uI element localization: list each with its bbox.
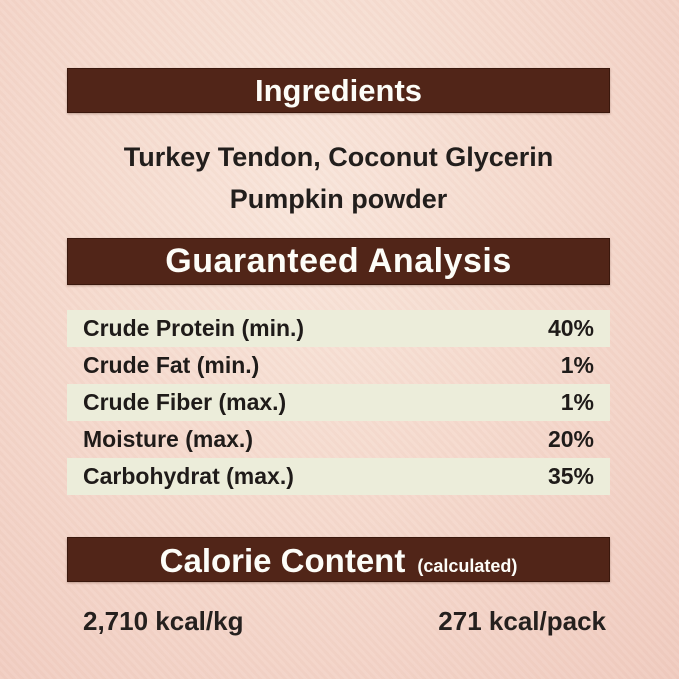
- calorie-content-section-header: Calorie Content (calculated): [67, 537, 610, 582]
- table-row: Carbohydrat (max.) 35%: [67, 458, 610, 495]
- table-row: Moisture (max.) 20%: [67, 421, 610, 458]
- calories-per-pack: 271 kcal/pack: [438, 606, 606, 636]
- nutrient-value: 20%: [547, 426, 594, 452]
- nutrient-value: 1%: [560, 352, 594, 378]
- ingredients-line-2: Pumpkin powder: [229, 184, 448, 214]
- nutrient-name: Moisture (max.): [83, 426, 253, 452]
- nutrient-value: 35%: [547, 463, 594, 489]
- calorie-content-subtitle: (calculated): [417, 556, 518, 576]
- nutrient-value: 40%: [547, 315, 594, 341]
- calories-per-kg: 2,710 kcal/kg: [83, 606, 244, 636]
- guaranteed-analysis-section-header: Guaranteed Analysis: [67, 238, 610, 285]
- calorie-content-title: Calorie Content: [159, 542, 406, 579]
- guaranteed-analysis-table: Crude Protein (min.) 40% Crude Fat (min.…: [67, 310, 610, 495]
- ingredients-title: Ingredients: [254, 72, 423, 108]
- table-row: Crude Fat (min.) 1%: [67, 347, 610, 384]
- ingredients-line-1: Turkey Tendon, Coconut Glycerin: [123, 142, 554, 172]
- table-row: Crude Protein (min.) 40%: [67, 310, 610, 347]
- nutrient-name: Carbohydrat (max.): [83, 463, 294, 489]
- nutrient-name: Crude Protein (min.): [83, 315, 305, 341]
- nutrient-name: Crude Fat (min.): [83, 352, 260, 378]
- ingredients-list: Turkey Tendon, Coconut Glycerin Pumpkin …: [67, 136, 610, 220]
- nutrient-name: Crude Fiber (max.): [83, 389, 287, 415]
- table-row: Crude Fiber (max.) 1%: [67, 384, 610, 421]
- ingredients-section-header: Ingredients: [67, 68, 610, 113]
- nutrient-value: 1%: [560, 389, 594, 415]
- guaranteed-analysis-title: Guaranteed Analysis: [165, 242, 512, 280]
- calorie-values-row: 2,710 kcal/kg 271 kcal/pack: [67, 601, 610, 641]
